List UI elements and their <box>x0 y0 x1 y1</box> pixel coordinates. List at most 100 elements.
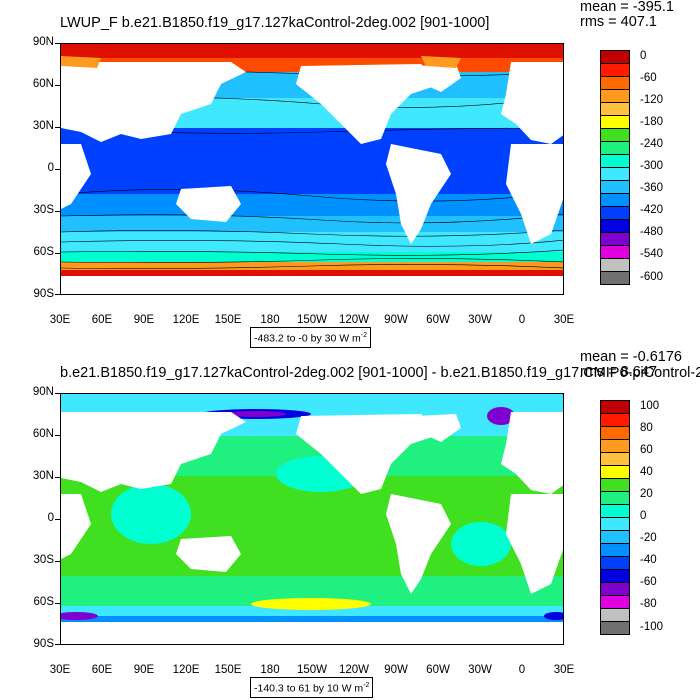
colorbar-label: -540 <box>640 248 664 261</box>
colorbar-swatch <box>600 102 630 116</box>
colorbar-swatch <box>600 608 630 622</box>
bottom-map-svg <box>61 394 563 644</box>
colorbar-label: 20 <box>640 487 653 500</box>
top-mean: mean = -395.1 <box>580 0 674 15</box>
colorbar-swatch <box>600 219 630 233</box>
colorbar-label: -480 <box>640 226 664 239</box>
top-lon-label: 120E <box>172 314 200 326</box>
top-lon-label: 0 <box>518 314 526 326</box>
colorbar-label: -240 <box>640 137 664 150</box>
bottom-lat-label: 60N <box>32 428 54 440</box>
bottom-lon-label: 60W <box>426 664 450 676</box>
bottom-colorbar <box>600 400 630 635</box>
top-lon-label: 30W <box>468 314 492 326</box>
colorbar-swatch <box>600 543 630 557</box>
top-lon-label: 60W <box>426 314 450 326</box>
bottom-lat-label: 90N <box>32 386 54 398</box>
colorbar-label: -300 <box>640 160 664 172</box>
colorbar-swatch <box>600 258 630 272</box>
top-colorbar <box>600 50 630 285</box>
colorbar-label: 100 <box>640 399 660 412</box>
bottom-lon-label: 90W <box>384 664 408 676</box>
colorbar-swatch <box>600 232 630 246</box>
colorbar-label: 0 <box>640 49 647 62</box>
colorbar-swatch <box>600 504 630 518</box>
colorbar-swatch <box>600 76 630 90</box>
top-lon-label: 120W <box>338 314 370 326</box>
top-lon-label: 90W <box>384 314 408 326</box>
colorbar-label: 80 <box>640 421 653 434</box>
colorbar-swatch <box>600 452 630 466</box>
colorbar-label: -20 <box>640 532 657 545</box>
bottom-lon-label: 30E <box>553 664 575 676</box>
bottom-mean: mean = -0.6176 <box>580 349 682 365</box>
colorbar-label: -80 <box>640 598 657 611</box>
top-lat-label: 90S <box>33 288 54 300</box>
top-lon-label: 150E <box>214 314 242 326</box>
colorbar-swatch <box>600 128 630 142</box>
top-map-svg <box>61 44 563 294</box>
colorbar-swatch <box>600 115 630 129</box>
colorbar-swatch <box>600 271 630 285</box>
colorbar-swatch <box>600 154 630 168</box>
colorbar-swatch <box>600 621 630 635</box>
colorbar-swatch <box>600 141 630 155</box>
bottom-map <box>60 393 564 645</box>
colorbar-swatch <box>600 569 630 583</box>
colorbar-swatch <box>600 180 630 194</box>
colorbar-swatch <box>600 426 630 440</box>
top-lon-label: 30E <box>49 314 71 326</box>
top-lat-label: 0 <box>47 162 54 174</box>
colorbar-label: -360 <box>640 182 664 195</box>
colorbar-label: -180 <box>640 115 664 128</box>
colorbar-swatch <box>600 167 630 181</box>
top-lat-label: 90N <box>32 36 54 48</box>
bottom-lat-label: 30N <box>32 470 54 482</box>
colorbar-label: -100 <box>640 620 664 633</box>
colorbar-swatch <box>600 517 630 531</box>
colorbar-swatch <box>600 478 630 492</box>
colorbar-swatch <box>600 439 630 453</box>
top-stats: mean = -395.1 rms = 407.1 <box>580 0 674 30</box>
top-range-label: -483.2 to -0 by 30 W m-2 <box>250 327 372 348</box>
top-lon-label: 30E <box>553 314 575 326</box>
bottom-range-label: -140.3 to 61 by 10 W m-2 <box>250 677 374 698</box>
colorbar-swatch <box>600 465 630 479</box>
top-lat-label: 60S <box>33 246 54 258</box>
top-lon-label: 150W <box>296 314 328 326</box>
bottom-lon-label: 120E <box>172 664 200 676</box>
top-lat-label: 30S <box>33 204 54 216</box>
colorbar-swatch <box>600 582 630 596</box>
top-lat-label: 30N <box>32 120 54 132</box>
bottom-lon-label: 0 <box>518 664 526 676</box>
bottom-lon-label: 150E <box>214 664 242 676</box>
colorbar-swatch <box>600 413 630 427</box>
colorbar-swatch <box>600 206 630 220</box>
colorbar-label: 40 <box>640 465 653 478</box>
colorbar-swatch <box>600 50 630 64</box>
top-title: LWUP_F b.e21.B1850.f19_g17.127kaControl-… <box>60 15 490 31</box>
bottom-lon-label: 30E <box>49 664 71 676</box>
bottom-lon-label: 180 <box>260 664 280 676</box>
bottom-rms: rms = 8.647 <box>580 364 657 380</box>
colorbar-label: -120 <box>640 93 664 106</box>
bottom-lat-label: 60S <box>33 596 54 608</box>
colorbar-swatch <box>600 556 630 570</box>
colorbar-label: -420 <box>640 204 664 217</box>
bottom-lat-label: 30S <box>33 554 54 566</box>
colorbar-swatch <box>600 193 630 207</box>
top-lon-label: 90E <box>133 314 155 326</box>
colorbar-swatch <box>600 595 630 609</box>
bottom-lat-label: 0 <box>47 512 54 524</box>
bottom-lon-label: 150W <box>296 664 328 676</box>
bottom-lon-label: 120W <box>338 664 370 676</box>
top-panel: LWUP_F b.e21.B1850.f19_g17.127kaControl-… <box>32 0 674 348</box>
colorbar-label: 60 <box>640 443 653 456</box>
top-rms: rms = 407.1 <box>580 14 657 30</box>
colorbar-label: 0 <box>640 510 647 522</box>
bottom-lat-label: 90S <box>33 638 54 650</box>
bottom-lon-label: 30W <box>468 664 492 676</box>
colorbar-swatch <box>600 491 630 505</box>
colorbar-swatch <box>600 89 630 103</box>
colorbar-swatch <box>600 63 630 77</box>
